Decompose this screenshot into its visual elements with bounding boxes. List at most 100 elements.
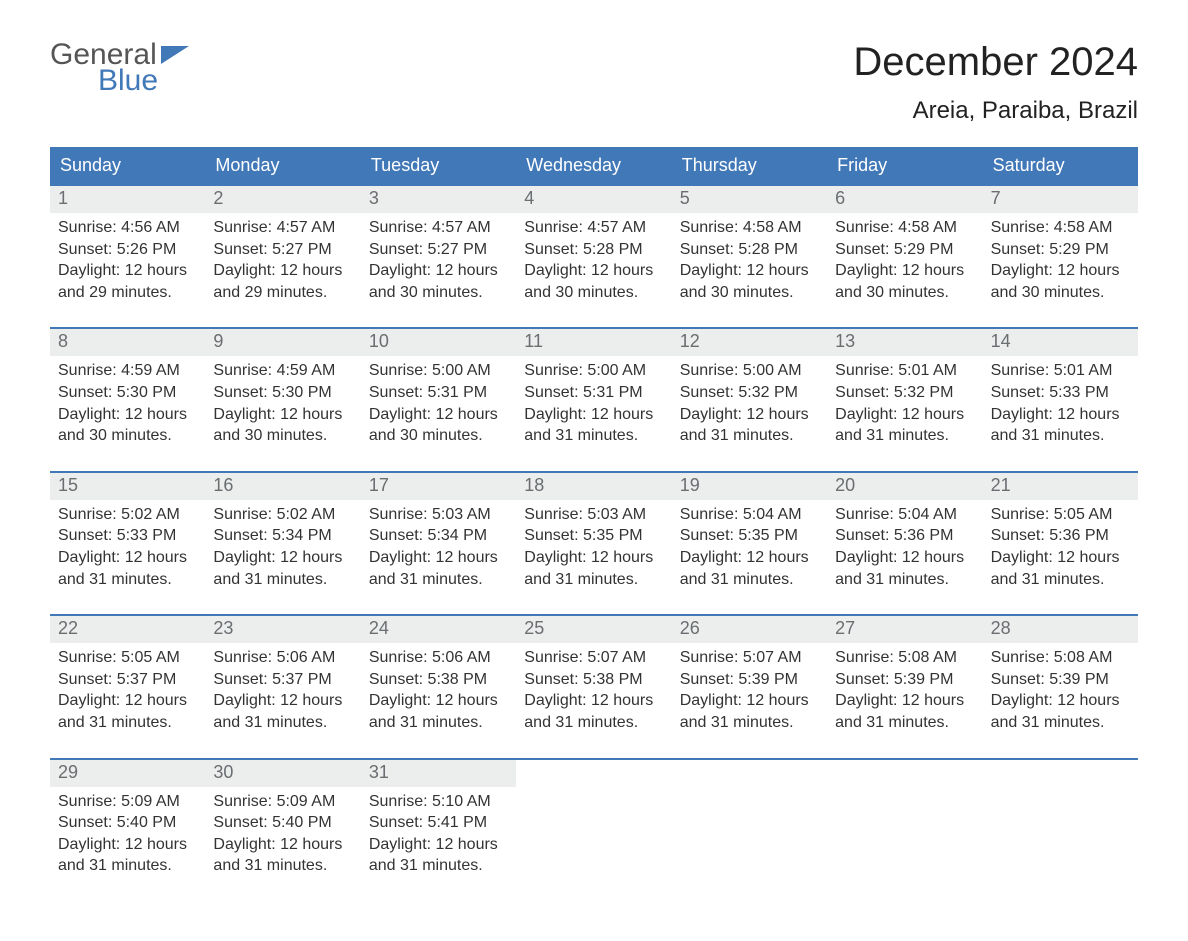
day-detail-line: Daylight: 12 hours [369, 834, 508, 856]
day-detail-line: Daylight: 12 hours [524, 404, 663, 426]
day-detail-line: Sunrise: 5:07 AM [680, 647, 819, 669]
day-detail-line: Sunrise: 5:07 AM [524, 647, 663, 669]
day-detail-line: Sunrise: 5:03 AM [369, 504, 508, 526]
day-detail-line: Sunrise: 4:57 AM [369, 217, 508, 239]
day-detail-line: Sunrise: 5:04 AM [835, 504, 974, 526]
day-detail-line: and 31 minutes. [369, 855, 508, 877]
day-detail-line: and 29 minutes. [213, 282, 352, 304]
day-details: Sunrise: 5:02 AMSunset: 5:33 PMDaylight:… [50, 500, 205, 596]
calendar-day: 31Sunrise: 5:10 AMSunset: 5:41 PMDayligh… [361, 760, 516, 883]
day-detail-line: Sunrise: 5:09 AM [58, 791, 197, 813]
day-detail-line: and 31 minutes. [680, 425, 819, 447]
day-number: 1 [50, 186, 205, 213]
dayname-thursday: Thursday [672, 147, 827, 184]
day-number: 28 [983, 616, 1138, 643]
day-details: Sunrise: 5:00 AMSunset: 5:32 PMDaylight:… [672, 356, 827, 452]
day-detail-line: and 31 minutes. [369, 569, 508, 591]
day-details: Sunrise: 5:04 AMSunset: 5:36 PMDaylight:… [827, 500, 982, 596]
calendar-day: 10Sunrise: 5:00 AMSunset: 5:31 PMDayligh… [361, 329, 516, 452]
calendar-day: 14Sunrise: 5:01 AMSunset: 5:33 PMDayligh… [983, 329, 1138, 452]
day-detail-line: Daylight: 12 hours [213, 404, 352, 426]
day-detail-line: Sunrise: 5:00 AM [680, 360, 819, 382]
day-detail-line: Daylight: 12 hours [369, 404, 508, 426]
day-detail-line: Daylight: 12 hours [680, 404, 819, 426]
day-number: 7 [983, 186, 1138, 213]
day-detail-line: Daylight: 12 hours [835, 260, 974, 282]
day-number: 17 [361, 473, 516, 500]
calendar-day: 20Sunrise: 5:04 AMSunset: 5:36 PMDayligh… [827, 473, 982, 596]
day-detail-line: Sunset: 5:34 PM [213, 525, 352, 547]
day-number: 5 [672, 186, 827, 213]
day-number: 29 [50, 760, 205, 787]
day-detail-line: Sunset: 5:30 PM [58, 382, 197, 404]
dayname-friday: Friday [827, 147, 982, 184]
calendar-day: 19Sunrise: 5:04 AMSunset: 5:35 PMDayligh… [672, 473, 827, 596]
day-detail-line: Sunset: 5:33 PM [991, 382, 1130, 404]
day-detail-line: Sunrise: 4:57 AM [213, 217, 352, 239]
day-detail-line: Daylight: 12 hours [58, 690, 197, 712]
day-detail-line: Sunrise: 4:57 AM [524, 217, 663, 239]
day-detail-line: Sunset: 5:35 PM [524, 525, 663, 547]
calendar-day: 7Sunrise: 4:58 AMSunset: 5:29 PMDaylight… [983, 186, 1138, 309]
day-detail-line: and 31 minutes. [991, 712, 1130, 734]
calendar-day: 21Sunrise: 5:05 AMSunset: 5:36 PMDayligh… [983, 473, 1138, 596]
day-detail-line: Daylight: 12 hours [369, 690, 508, 712]
day-detail-line: and 31 minutes. [835, 425, 974, 447]
day-detail-line: Daylight: 12 hours [991, 547, 1130, 569]
day-detail-line: and 31 minutes. [213, 855, 352, 877]
calendar-day: 25Sunrise: 5:07 AMSunset: 5:38 PMDayligh… [516, 616, 671, 739]
day-number: 23 [205, 616, 360, 643]
day-details: Sunrise: 5:06 AMSunset: 5:38 PMDaylight:… [361, 643, 516, 739]
day-number: 31 [361, 760, 516, 787]
day-details: Sunrise: 5:08 AMSunset: 5:39 PMDaylight:… [827, 643, 982, 739]
day-detail-line: Daylight: 12 hours [213, 834, 352, 856]
day-detail-line: and 31 minutes. [369, 712, 508, 734]
calendar-day: 3Sunrise: 4:57 AMSunset: 5:27 PMDaylight… [361, 186, 516, 309]
day-detail-line: and 31 minutes. [835, 569, 974, 591]
calendar-day: 26Sunrise: 5:07 AMSunset: 5:39 PMDayligh… [672, 616, 827, 739]
day-detail-line: Daylight: 12 hours [369, 547, 508, 569]
day-detail-line: Sunrise: 4:58 AM [835, 217, 974, 239]
day-detail-line: and 30 minutes. [369, 282, 508, 304]
day-detail-line: Sunrise: 5:04 AM [680, 504, 819, 526]
day-details: Sunrise: 5:07 AMSunset: 5:38 PMDaylight:… [516, 643, 671, 739]
day-details: Sunrise: 5:09 AMSunset: 5:40 PMDaylight:… [205, 787, 360, 883]
day-details: Sunrise: 4:58 AMSunset: 5:29 PMDaylight:… [827, 213, 982, 309]
day-detail-line: Sunrise: 5:03 AM [524, 504, 663, 526]
day-detail-line: Sunset: 5:41 PM [369, 812, 508, 834]
day-detail-line: Sunrise: 4:59 AM [213, 360, 352, 382]
day-detail-line: Daylight: 12 hours [213, 690, 352, 712]
day-detail-line: Sunset: 5:40 PM [213, 812, 352, 834]
day-number: 9 [205, 329, 360, 356]
day-detail-line: Daylight: 12 hours [524, 547, 663, 569]
day-detail-line: Sunset: 5:31 PM [369, 382, 508, 404]
day-number: 3 [361, 186, 516, 213]
day-details: Sunrise: 4:59 AMSunset: 5:30 PMDaylight:… [50, 356, 205, 452]
day-detail-line: and 31 minutes. [680, 569, 819, 591]
day-number: 30 [205, 760, 360, 787]
day-detail-line: Sunset: 5:38 PM [524, 669, 663, 691]
day-detail-line: and 31 minutes. [524, 569, 663, 591]
brand-logo: General Blue [50, 40, 189, 96]
day-detail-line: Sunset: 5:32 PM [680, 382, 819, 404]
calendar-day: 11Sunrise: 5:00 AMSunset: 5:31 PMDayligh… [516, 329, 671, 452]
day-detail-line: Sunrise: 4:59 AM [58, 360, 197, 382]
calendar-day: 27Sunrise: 5:08 AMSunset: 5:39 PMDayligh… [827, 616, 982, 739]
day-details: Sunrise: 5:01 AMSunset: 5:32 PMDaylight:… [827, 356, 982, 452]
dayname-saturday: Saturday [983, 147, 1138, 184]
day-number: 18 [516, 473, 671, 500]
calendar-day: 22Sunrise: 5:05 AMSunset: 5:37 PMDayligh… [50, 616, 205, 739]
day-detail-line: Sunset: 5:37 PM [58, 669, 197, 691]
day-detail-line: Daylight: 12 hours [680, 547, 819, 569]
day-details: Sunrise: 5:07 AMSunset: 5:39 PMDaylight:… [672, 643, 827, 739]
day-detail-line: Daylight: 12 hours [680, 260, 819, 282]
calendar-day [983, 760, 1138, 883]
day-number: 12 [672, 329, 827, 356]
month-title: December 2024 [853, 40, 1138, 85]
day-details: Sunrise: 5:01 AMSunset: 5:33 PMDaylight:… [983, 356, 1138, 452]
day-number: 8 [50, 329, 205, 356]
location-subtitle: Areia, Paraiba, Brazil [853, 97, 1138, 125]
day-number: 25 [516, 616, 671, 643]
day-detail-line: Sunset: 5:33 PM [58, 525, 197, 547]
calendar-day: 17Sunrise: 5:03 AMSunset: 5:34 PMDayligh… [361, 473, 516, 596]
